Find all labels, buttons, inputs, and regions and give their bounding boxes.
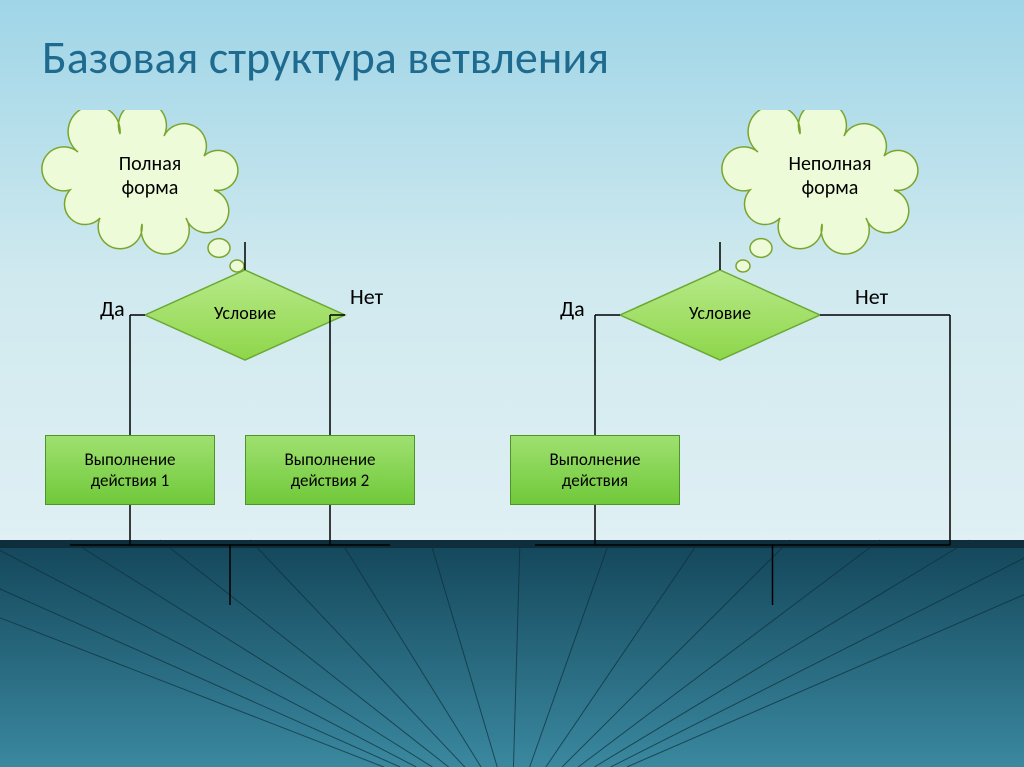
box-action-1-line1: Выполнение — [84, 449, 175, 470]
label-no-partial: Нет — [855, 283, 888, 310]
slide: Базовая структура ветвления Полная форма… — [0, 0, 1024, 767]
label-yes-partial: Да — [560, 295, 585, 322]
cloud-part-line2: форма — [770, 176, 890, 200]
cloud-part-line1: Неполная — [770, 152, 890, 176]
cloud-full-line1: Полная — [90, 152, 210, 176]
box-action-1: Выполнение действия 1 — [45, 435, 215, 505]
box-action-1-line2: действия 1 — [84, 470, 175, 491]
box-action-2: Выполнение действия 2 — [245, 435, 415, 505]
cloud-full-line2: форма — [90, 176, 210, 200]
diamond-condition-full-label: Условие — [185, 302, 305, 324]
box-action-2-line1: Выполнение — [284, 449, 375, 470]
box-action-partial-line1: Выполнение — [549, 449, 640, 470]
cloud-full-form-label: Полная форма — [90, 152, 210, 200]
label-yes-full: Да — [100, 295, 125, 322]
slide-title: Базовая структура ветвления — [42, 30, 609, 86]
diamond-condition-partial-label: Условие — [660, 302, 780, 324]
box-action-partial-line2: действия — [549, 470, 640, 491]
label-no-full: Нет — [350, 283, 383, 310]
box-action-2-line2: действия 2 — [284, 470, 375, 491]
cloud-partial-form-label: Неполная форма — [770, 152, 890, 200]
box-action-partial: Выполнение действия — [510, 435, 680, 505]
